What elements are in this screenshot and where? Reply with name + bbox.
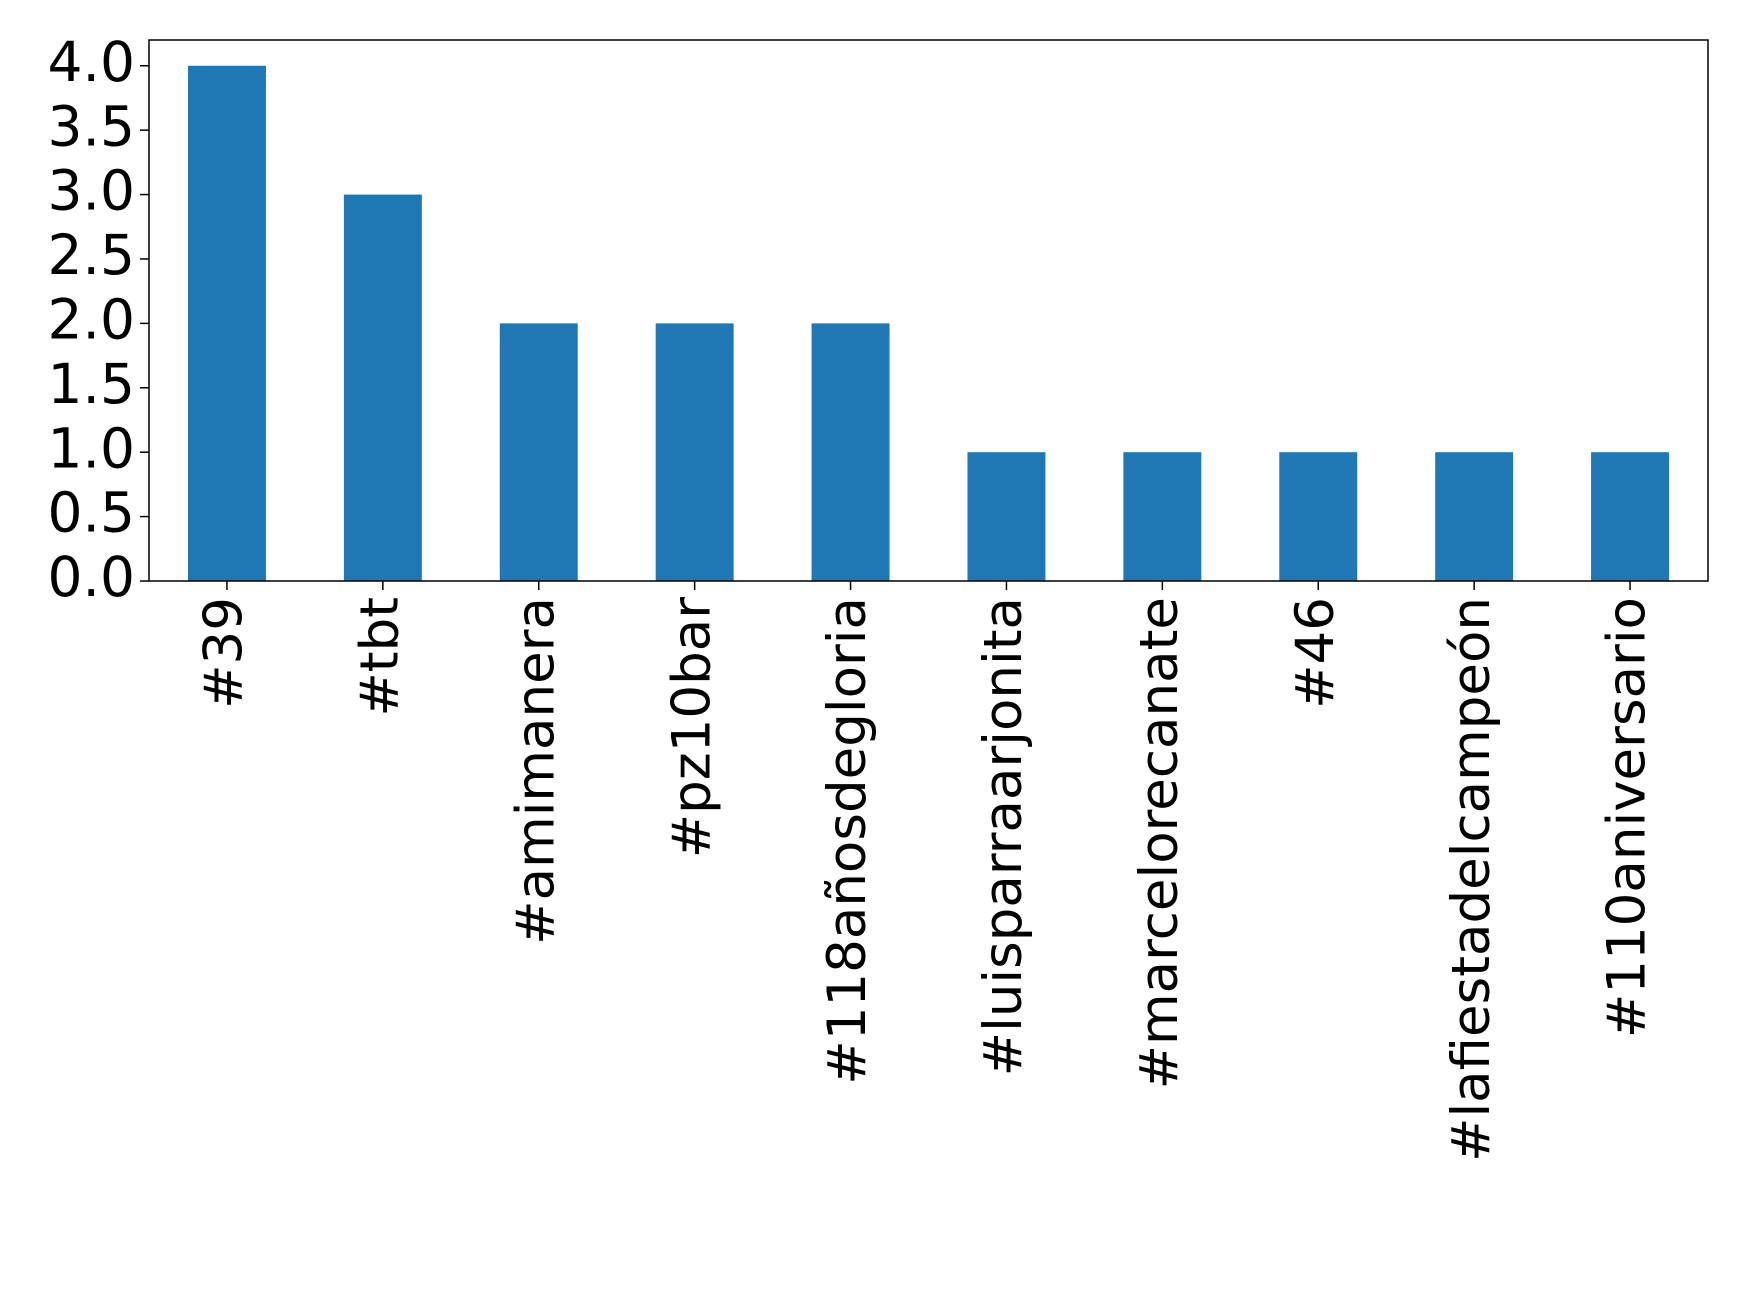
x-tick-label: #39 — [194, 597, 255, 709]
bar — [1591, 452, 1670, 581]
y-tick-label: 1.0 — [48, 416, 135, 480]
y-tick-label: 3.0 — [48, 159, 135, 223]
y-tick-label: 0.5 — [48, 481, 135, 545]
x-tick-label: #46 — [1285, 597, 1346, 709]
x-tick-label: #tbt — [349, 597, 410, 717]
y-tick-label: 3.5 — [48, 94, 135, 158]
y-tick-label: 2.5 — [48, 223, 135, 287]
x-tick-label: #110aniversario — [1597, 597, 1658, 1038]
x-tick-label: #pz10bar — [661, 597, 722, 858]
y-tick-label: 4.0 — [48, 30, 135, 94]
plot-frame — [148, 39, 1709, 582]
x-tick-label: #118añosdegloria — [817, 597, 878, 1085]
bar — [499, 323, 578, 581]
bar — [343, 194, 422, 582]
x-tick-label: #amimanera — [505, 597, 566, 945]
y-tick-label: 1.5 — [48, 352, 135, 416]
bar — [967, 452, 1046, 581]
x-tick-label: #luisparraarjonita — [973, 597, 1034, 1076]
bar — [655, 323, 734, 581]
bar — [1279, 452, 1358, 581]
x-tick-label: #lafiestadelcampeón — [1441, 597, 1502, 1162]
bar — [1123, 452, 1202, 581]
y-tick-label: 0.0 — [48, 545, 135, 609]
y-tick-label: 2.0 — [48, 288, 135, 352]
bar — [811, 323, 890, 581]
x-tick-label: #marcelorecanate — [1129, 597, 1190, 1089]
bar — [187, 65, 266, 581]
bar — [1435, 452, 1514, 581]
